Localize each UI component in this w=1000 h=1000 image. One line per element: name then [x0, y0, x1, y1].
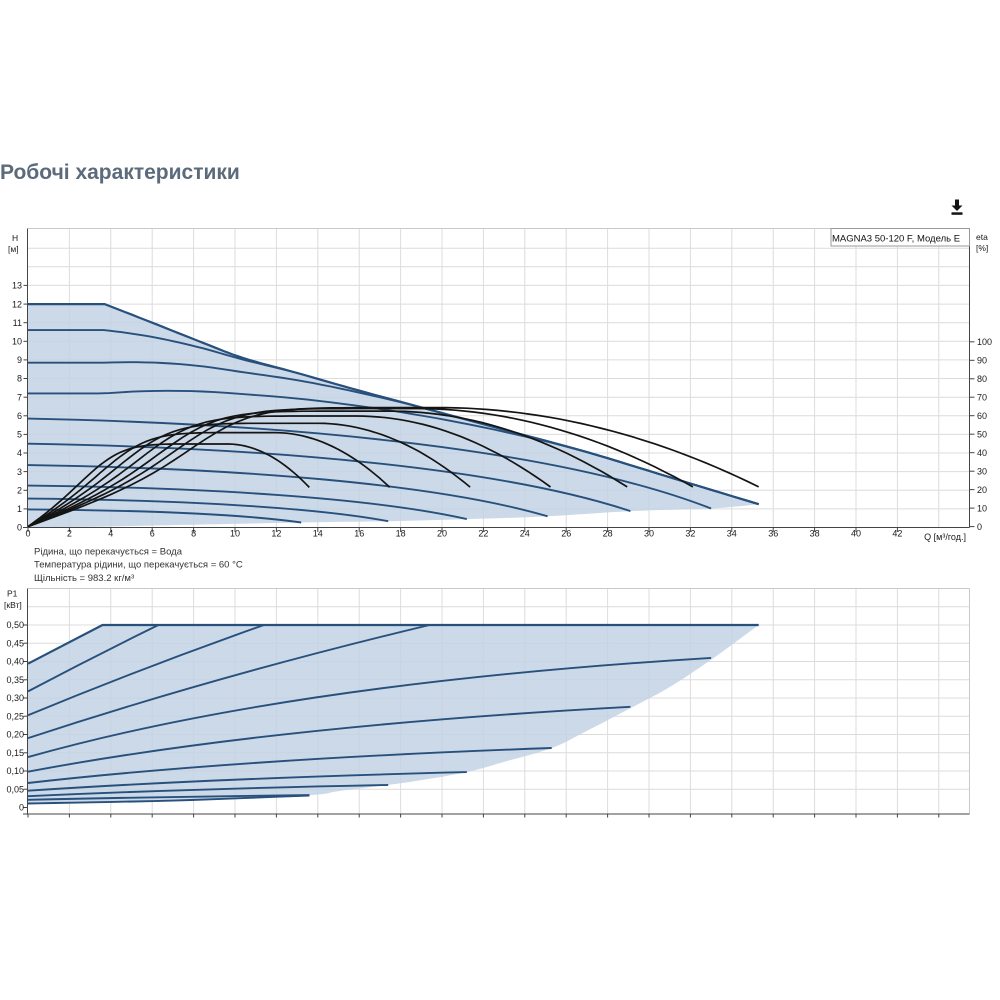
- svg-text:[м]: [м]: [8, 244, 19, 254]
- svg-text:20: 20: [977, 485, 987, 495]
- svg-text:13: 13: [12, 281, 22, 291]
- svg-text:26: 26: [561, 529, 571, 539]
- svg-text:10: 10: [977, 503, 987, 513]
- svg-text:11: 11: [13, 318, 22, 328]
- svg-text:18: 18: [396, 529, 406, 539]
- svg-text:20: 20: [437, 529, 447, 539]
- svg-text:12: 12: [271, 529, 281, 539]
- svg-text:9: 9: [17, 355, 22, 365]
- svg-text:32: 32: [685, 529, 695, 539]
- svg-text:2: 2: [17, 486, 22, 496]
- svg-text:0,35: 0,35: [6, 675, 24, 685]
- svg-text:0,30: 0,30: [6, 693, 24, 703]
- svg-text:40: 40: [977, 448, 987, 458]
- svg-text:28: 28: [603, 529, 613, 539]
- svg-text:40: 40: [851, 529, 861, 539]
- svg-text:24: 24: [520, 529, 530, 539]
- svg-text:6: 6: [150, 529, 155, 539]
- svg-text:8: 8: [191, 529, 196, 539]
- svg-text:50: 50: [977, 429, 987, 439]
- svg-text:100: 100: [977, 337, 992, 347]
- svg-text:7: 7: [17, 392, 22, 402]
- svg-text:12: 12: [12, 299, 22, 309]
- svg-text:38: 38: [810, 529, 820, 539]
- svg-text:10: 10: [230, 529, 240, 539]
- svg-text:0,05: 0,05: [6, 785, 24, 795]
- svg-text:0: 0: [17, 523, 22, 533]
- svg-text:0,15: 0,15: [6, 748, 24, 758]
- svg-text:1: 1: [17, 504, 22, 514]
- svg-text:30: 30: [644, 529, 654, 539]
- svg-text:10: 10: [12, 337, 22, 347]
- svg-text:0: 0: [25, 529, 30, 539]
- svg-text:Рідина, що перекачується = Вод: Рідина, що перекачується = Вода: [34, 547, 183, 558]
- svg-text:eta: eta: [976, 232, 988, 242]
- svg-text:8: 8: [17, 374, 22, 384]
- svg-text:4: 4: [17, 448, 22, 458]
- svg-text:22: 22: [478, 529, 488, 539]
- svg-text:0: 0: [977, 522, 982, 532]
- svg-text:34: 34: [727, 529, 737, 539]
- svg-text:[%]: [%]: [976, 243, 988, 253]
- svg-text:0: 0: [19, 803, 24, 813]
- svg-text:70: 70: [977, 392, 987, 402]
- svg-text:80: 80: [977, 374, 987, 384]
- svg-text:Q [м³/год.]: Q [м³/год.]: [924, 532, 966, 542]
- svg-text:0,50: 0,50: [6, 620, 24, 630]
- svg-text:Температура рідини, що перекач: Температура рідини, що перекачується = 6…: [34, 560, 243, 571]
- svg-text:4: 4: [108, 529, 113, 539]
- svg-text:0,10: 0,10: [6, 766, 24, 776]
- svg-text:90: 90: [977, 356, 987, 366]
- svg-text:5: 5: [17, 430, 22, 440]
- svg-text:Робочі характеристики: Робочі характеристики: [0, 161, 240, 184]
- svg-text:36: 36: [768, 529, 778, 539]
- svg-text:[кВт]: [кВт]: [4, 600, 22, 610]
- svg-text:14: 14: [313, 529, 323, 539]
- svg-text:0,45: 0,45: [6, 639, 24, 649]
- svg-text:P1: P1: [7, 589, 18, 599]
- svg-text:2: 2: [67, 529, 72, 539]
- svg-text:0,25: 0,25: [6, 712, 24, 722]
- svg-text:42: 42: [892, 529, 902, 539]
- svg-text:6: 6: [17, 411, 22, 421]
- svg-text:H: H: [12, 233, 18, 243]
- svg-text:0,20: 0,20: [6, 730, 24, 740]
- svg-text:3: 3: [17, 467, 22, 477]
- svg-text:60: 60: [977, 411, 987, 421]
- svg-text:30: 30: [977, 466, 987, 476]
- svg-text:16: 16: [354, 529, 364, 539]
- svg-text:0,40: 0,40: [6, 657, 24, 667]
- svg-text:Щільність = 983.2 кг/м³: Щільність = 983.2 кг/м³: [34, 573, 134, 584]
- svg-text:MAGNA3 50-120 F, Модель E: MAGNA3 50-120 F, Модель E: [832, 234, 960, 245]
